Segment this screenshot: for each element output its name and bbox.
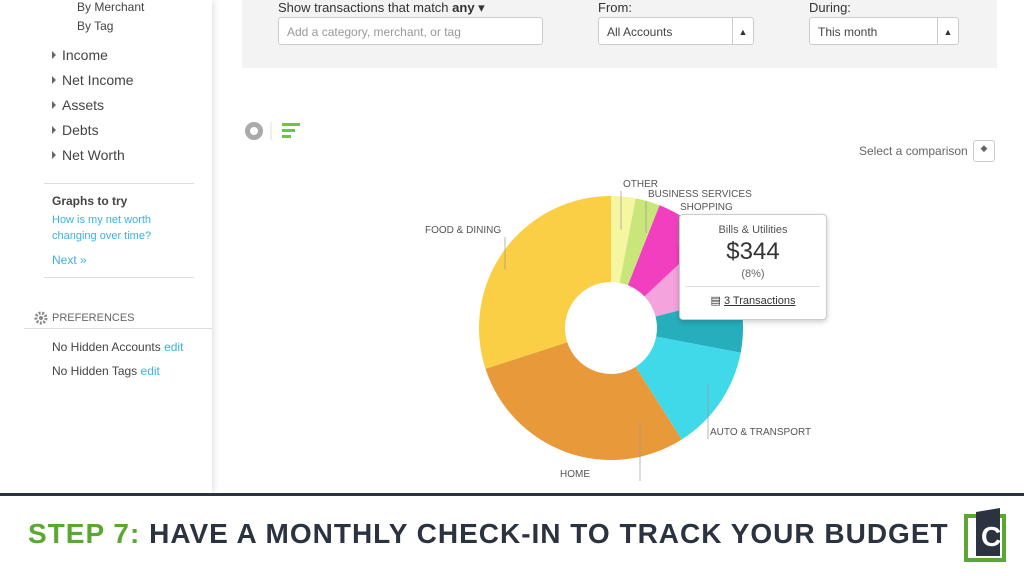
- tooltip-category: Bills & Utilities: [718, 224, 788, 236]
- preferences-title: PREFERENCES: [52, 312, 135, 324]
- slice-label: FOOD & DINING: [425, 225, 501, 236]
- graph-link[interactable]: changing over time?: [52, 230, 152, 242]
- divider: [24, 328, 212, 329]
- pref-text: No Hidden Tags: [52, 364, 138, 378]
- comparison-select[interactable]: ◆: [973, 140, 995, 162]
- banner-title: HAVE A MONTHLY CHECK-IN TO TRACK YOUR BU…: [149, 518, 949, 549]
- category-text: Net Worth: [62, 147, 125, 163]
- tooltip-footer: ▤ 3 Transactions: [686, 286, 820, 307]
- nav-category[interactable]: Income: [52, 47, 108, 63]
- during-value: This month: [818, 25, 878, 39]
- slice-label: BUSINESS SERVICES: [648, 189, 752, 200]
- banner-text: STEP 7: HAVE A MONTHLY CHECK-IN TO TRACK…: [28, 518, 949, 550]
- slice-label: AUTO & TRANSPORT: [710, 427, 811, 438]
- match-text: Show transactions that match: [278, 0, 449, 15]
- graph-link[interactable]: How is my net worth: [52, 214, 152, 226]
- pref-row: No Hidden Tags edit: [52, 364, 160, 378]
- banner: STEP 7: HAVE A MONTHLY CHECK-IN TO TRACK…: [0, 493, 1024, 576]
- divider: [44, 183, 194, 184]
- filter-bar: Show transactions that match any ▾ Add a…: [242, 0, 997, 68]
- expand-icon: [52, 76, 56, 84]
- from-value: All Accounts: [607, 25, 673, 39]
- category-text: Debts: [62, 122, 99, 138]
- expand-icon: [52, 126, 56, 134]
- transactions-link[interactable]: 3 Transactions: [723, 295, 796, 307]
- slice-label: HOME: [560, 469, 590, 480]
- nav-item[interactable]: By Tag: [77, 19, 114, 33]
- donut-slice: [635, 336, 741, 440]
- expand-icon: [52, 151, 56, 159]
- expand-icon: [52, 101, 56, 109]
- from-select[interactable]: All Accounts ▲: [598, 17, 754, 45]
- donut-slice: [619, 198, 660, 286]
- tooltip: Bills & Utilities $344 (8%) ▤ 3 Transact…: [679, 214, 827, 320]
- edit-link[interactable]: edit: [164, 340, 184, 354]
- match-label: Show transactions that match any ▾: [278, 0, 485, 15]
- category-text: Income: [62, 47, 108, 63]
- nav-item[interactable]: By Merchant: [77, 0, 145, 14]
- nav-category[interactable]: Net Income: [52, 72, 134, 88]
- comparison-label: Select a comparison: [859, 144, 968, 158]
- view-toggle[interactable]: [244, 120, 304, 142]
- slice-label: SHOPPING: [680, 202, 733, 213]
- banner-step: STEP 7:: [28, 518, 141, 549]
- expand-icon: [52, 51, 56, 59]
- graphs-title: Graphs to try: [52, 194, 128, 208]
- svg-text:C: C: [981, 521, 1001, 552]
- nav-category[interactable]: Net Worth: [52, 147, 125, 163]
- edit-link[interactable]: edit: [140, 364, 160, 378]
- match-dropdown[interactable]: any: [452, 0, 475, 15]
- search-input[interactable]: Add a category, merchant, or tag: [278, 17, 543, 45]
- during-select[interactable]: This month ▲: [809, 17, 959, 45]
- divider: [44, 277, 194, 278]
- during-label: During:: [809, 0, 851, 15]
- donut-slice: [611, 196, 636, 283]
- category-text: Assets: [62, 97, 105, 113]
- nav-category[interactable]: Debts: [52, 122, 99, 138]
- gear-icon: [34, 311, 48, 325]
- nav-category[interactable]: Assets: [52, 97, 104, 113]
- pref-row: No Hidden Accounts edit: [52, 340, 183, 354]
- logo: C: [964, 508, 1006, 562]
- from-label: From:: [598, 0, 632, 15]
- slice-label: OTHER: [623, 179, 658, 190]
- sidebar: By Merchant By Tag Income Net Income Asset…: [0, 0, 212, 493]
- donut-slice: [479, 196, 611, 369]
- next-link[interactable]: Next »: [52, 253, 87, 267]
- category-text: Net Income: [62, 72, 134, 88]
- pref-text: No Hidden Accounts: [52, 340, 161, 354]
- donut-slice: [485, 342, 682, 460]
- tooltip-amount: $344: [726, 238, 780, 265]
- tooltip-percent: (8%): [741, 268, 765, 280]
